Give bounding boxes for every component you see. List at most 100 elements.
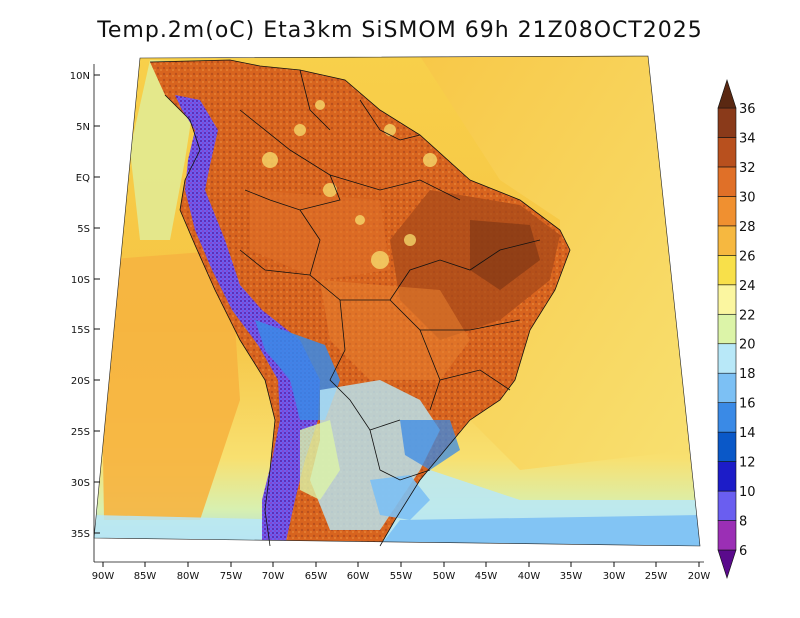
lon-label-60w: 60W: [347, 571, 370, 582]
lon-label-40w: 40W: [518, 571, 541, 582]
colorbar-swatch: [717, 431, 737, 462]
colorbar-swatch: [717, 255, 737, 286]
colorbar-legend: 6 8 10 12 14 16 18 20 22 24 26 28 30 32 34 36: [717, 79, 756, 579]
lon-tick-45w: 45W: [475, 562, 498, 582]
colorbar-label: 20: [739, 338, 756, 353]
colorbar-swatch: [717, 490, 737, 521]
south-cold-band: [380, 515, 700, 546]
colorbar-label: 12: [739, 456, 756, 471]
latitude-axis: 10N 5N EQ 5S 10S 15S 20S 25S 30S 35S: [70, 71, 100, 540]
lon-tick-60w: 60W: [347, 562, 370, 582]
colorbar-label: 8: [739, 515, 747, 530]
lat-label-10n: 10N: [70, 71, 90, 82]
colorbar-swatch: [717, 225, 737, 256]
lat-tick-35s: 35S: [71, 529, 100, 540]
colorbar-label: 18: [739, 367, 756, 382]
lon-tick-20w: 20W: [688, 562, 711, 582]
lon-tick-65w: 65W: [305, 562, 328, 582]
lat-label-20s: 20S: [71, 376, 90, 387]
lon-label-75w: 75W: [220, 571, 243, 582]
lon-label-45w: 45W: [475, 571, 498, 582]
lat-tick-5s: 5S: [77, 224, 100, 235]
colorbar-label: 30: [739, 190, 756, 205]
lat-label-25s: 25S: [71, 427, 90, 438]
colorbar-label: 34: [739, 131, 756, 146]
lon-label-90w: 90W: [92, 571, 115, 582]
lat-tick-25s: 25S: [71, 427, 100, 438]
pacific-warm-band: [100, 250, 240, 520]
uruguay-cool: [370, 475, 430, 520]
lat-label-15s: 15S: [71, 325, 90, 336]
colorbar-label: 16: [739, 397, 756, 412]
lon-label-30w: 30W: [603, 571, 626, 582]
colorbar-label: 24: [739, 279, 756, 294]
lat-tick-10s: 10S: [71, 275, 100, 286]
lat-label-10s: 10S: [71, 275, 90, 286]
colorbar-label: 26: [739, 249, 756, 264]
lat-label-5n: 5N: [76, 122, 90, 133]
lon-label-65w: 65W: [305, 571, 328, 582]
lon-label-35w: 35W: [560, 571, 583, 582]
lon-tick-75w: 75W: [220, 562, 243, 582]
altiplano-cool: [255, 320, 340, 420]
lon-label-50w: 50W: [433, 571, 456, 582]
colorbar-swatch: [717, 166, 737, 197]
lon-tick-35w: 35W: [560, 562, 583, 582]
colorbar-label: 10: [739, 485, 756, 500]
map-title: Temp.2m(oC) Eta3km SiSMOM 69h 21Z08OCT20…: [97, 18, 703, 43]
andes-cold-stripe: [175, 95, 320, 546]
colorbar-swatch: [717, 461, 737, 492]
lon-label-85w: 85W: [134, 571, 157, 582]
colorbar-label: 32: [739, 161, 756, 176]
lat-tick-eq: EQ: [76, 173, 100, 184]
colorbar-label: 28: [739, 220, 756, 235]
lon-tick-70w: 70W: [262, 562, 285, 582]
colorbar-swatch: [717, 343, 737, 374]
colorbar-swatch: [717, 107, 737, 138]
colorbar-swatch: [717, 284, 737, 315]
colorbar-label: 14: [739, 426, 756, 441]
lon-label-80w: 80W: [177, 571, 200, 582]
colorbar-top-triangle: [717, 79, 737, 109]
lat-tick-30s: 30S: [71, 478, 100, 489]
lat-tick-15s: 15S: [71, 325, 100, 336]
convective-spots: [262, 100, 437, 269]
lon-tick-85w: 85W: [134, 562, 157, 582]
lon-label-55w: 55W: [390, 571, 413, 582]
lon-tick-80w: 80W: [177, 562, 200, 582]
amazon-warm: [250, 190, 390, 280]
colorbar-swatch: [717, 196, 737, 227]
lon-tick-40w: 40W: [518, 562, 541, 582]
lat-label-eq: EQ: [76, 173, 90, 184]
country-borders: [149, 59, 571, 547]
atlantic-ocean-field: [420, 56, 690, 470]
south-brazil-cool: [400, 420, 460, 470]
map-frame: [93, 55, 701, 547]
lat-tick-5n: 5N: [76, 122, 100, 133]
longitude-axis: 90W 85W 80W 75W 70W 65W 60W 55W 50W 45W …: [92, 64, 711, 582]
lat-tick-10n: 10N: [70, 71, 100, 82]
colorbar-bottom-triangle: [717, 549, 737, 579]
lon-label-20w: 20W: [688, 571, 711, 582]
lat-label-35s: 35S: [71, 529, 90, 540]
lat-tick-20s: 20S: [71, 376, 100, 387]
colorbar-swatch: [717, 313, 737, 345]
map-domain: [94, 56, 700, 546]
lon-label-25w: 25W: [645, 571, 668, 582]
colorbar-label: 36: [739, 102, 756, 117]
colorbar-label: 6: [739, 544, 747, 559]
lat-label-5s: 5S: [77, 224, 90, 235]
colorbar-swatch: [717, 520, 737, 551]
colorbar-label: 22: [739, 308, 756, 323]
lon-tick-90w: 90W: [92, 562, 115, 582]
colorbar-swatch: [717, 137, 737, 168]
lon-tick-25w: 25W: [645, 562, 668, 582]
lon-tick-50w: 50W: [433, 562, 456, 582]
lon-tick-55w: 55W: [390, 562, 413, 582]
lon-tick-30w: 30W: [603, 562, 626, 582]
lon-label-70w: 70W: [262, 571, 285, 582]
lat-label-30s: 30S: [71, 478, 90, 489]
colorbar-swatch: [717, 402, 737, 433]
central-brazil: [320, 280, 470, 380]
